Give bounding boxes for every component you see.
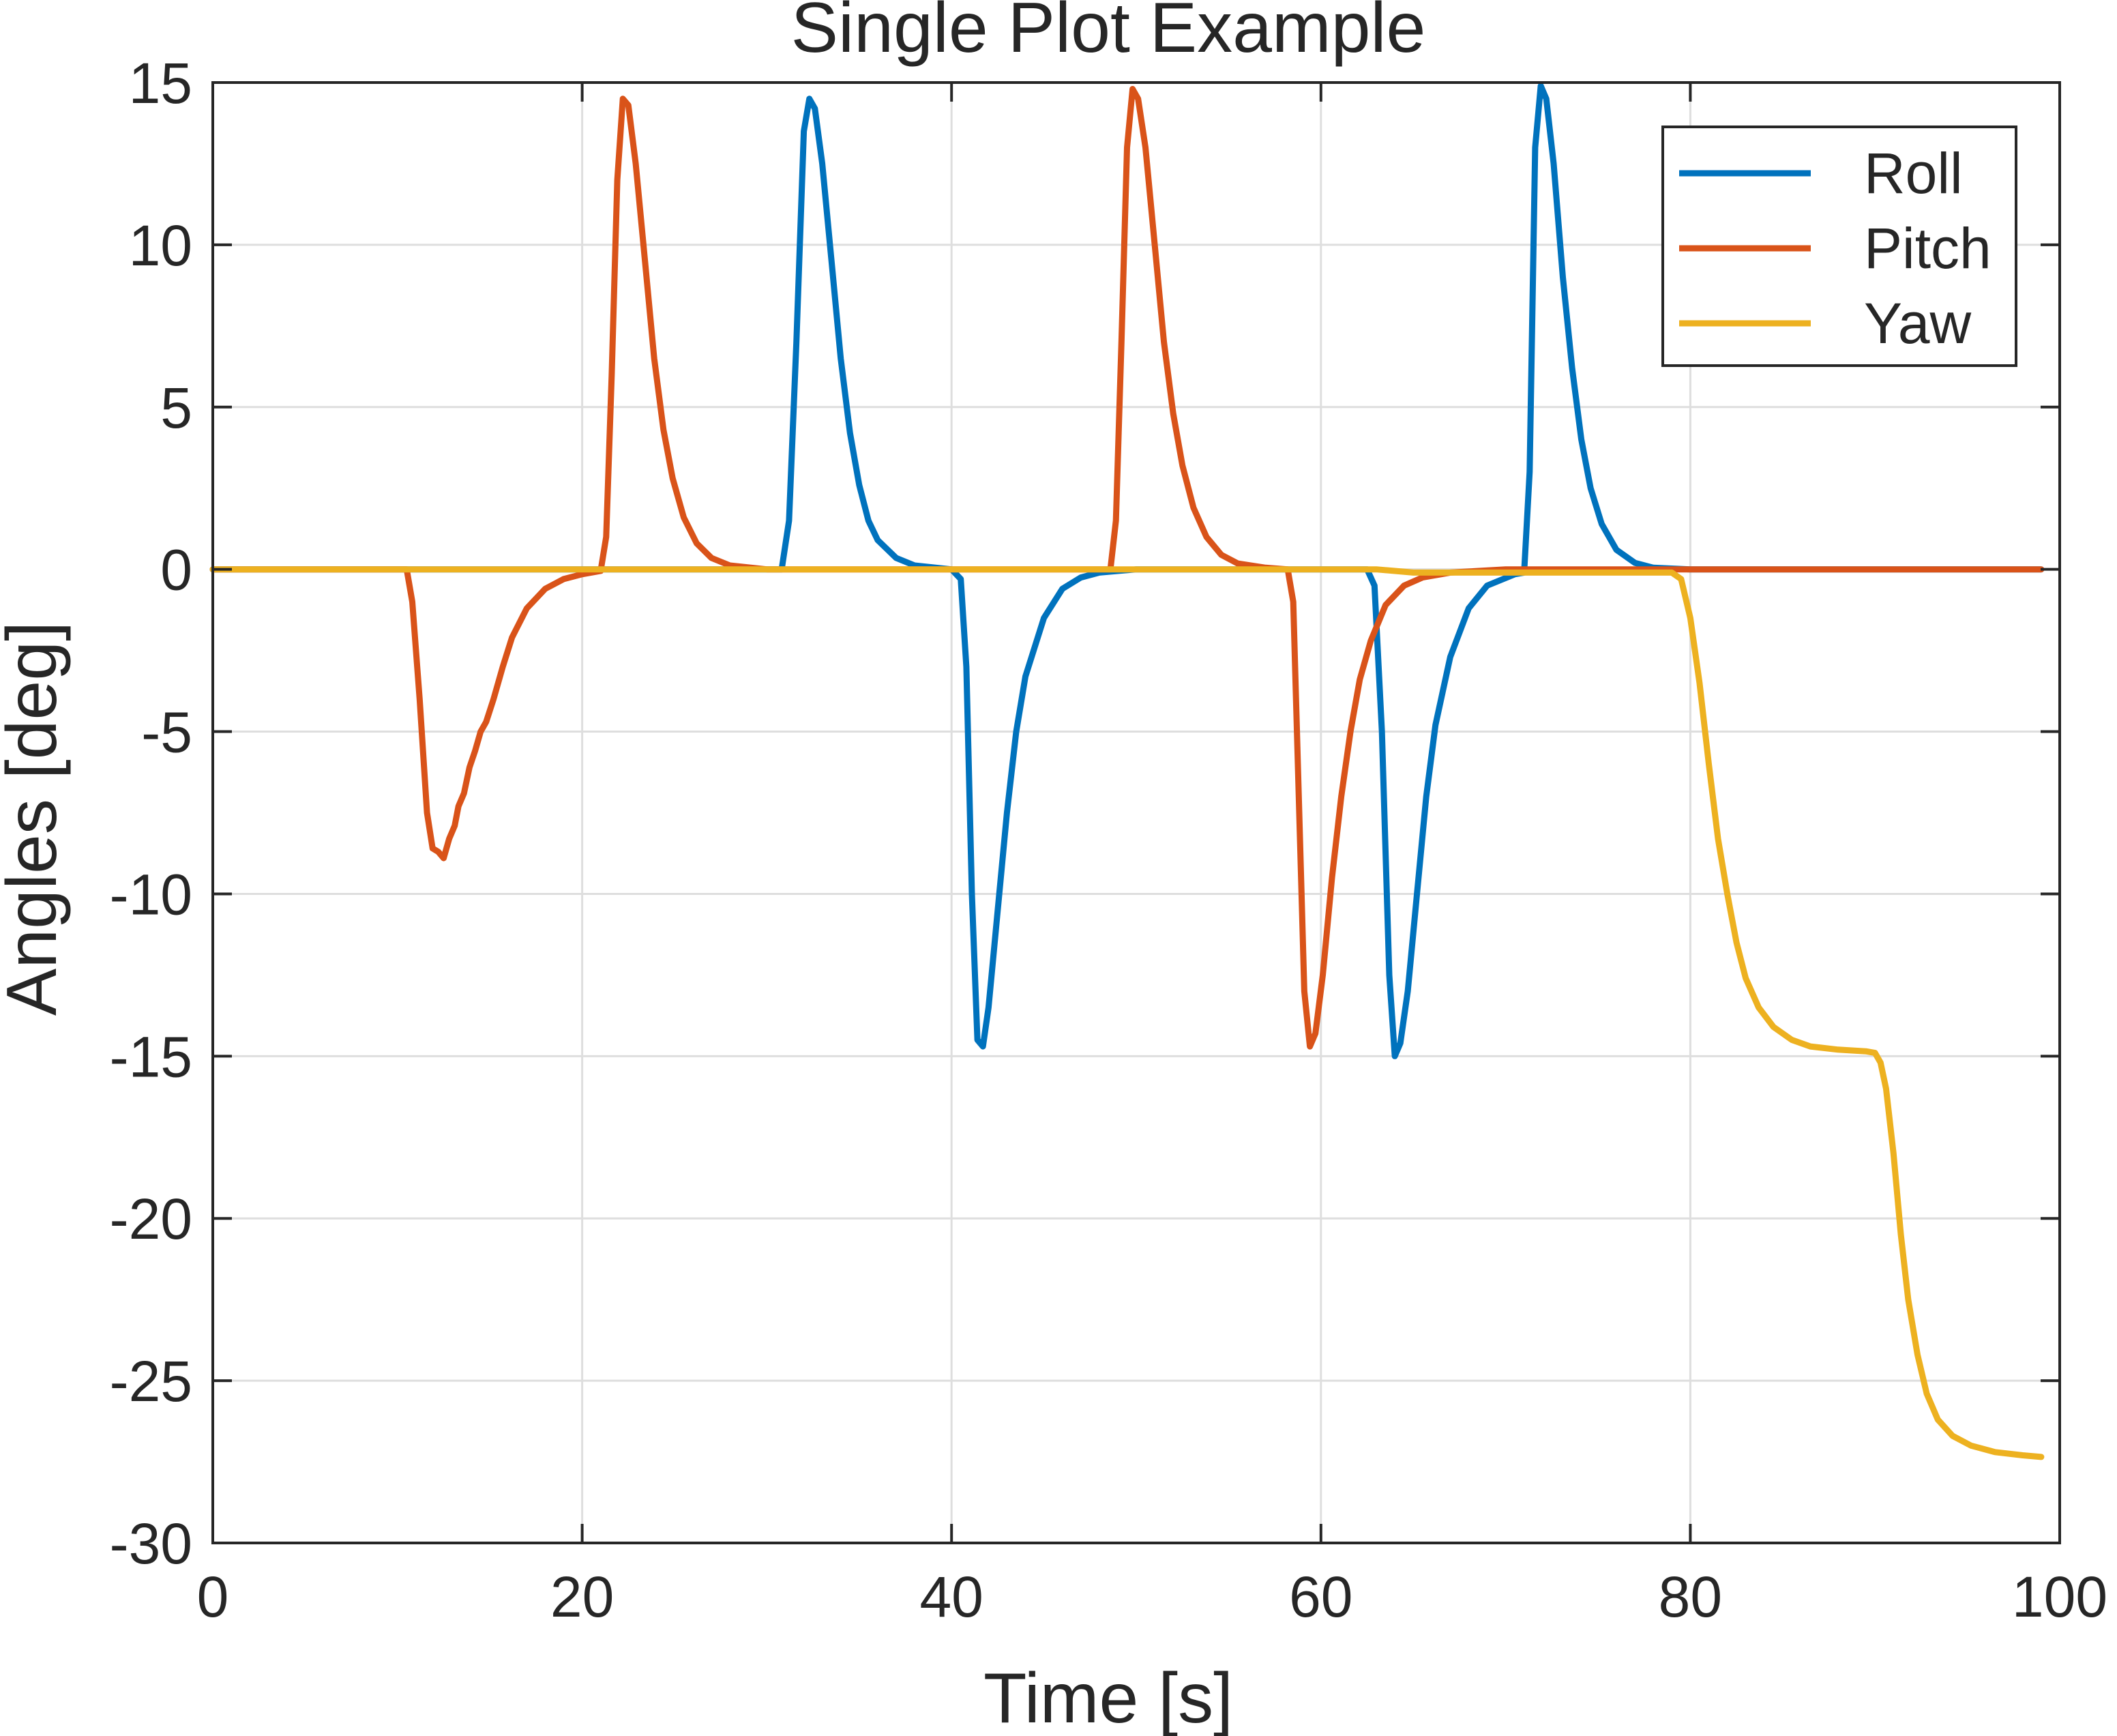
y-tick-label: 5 (160, 376, 192, 440)
y-tick-label: 10 (129, 214, 192, 278)
axes-box (211, 81, 2061, 1544)
y-tick-label: -15 (110, 1025, 192, 1089)
legend-label-yaw: Yaw (1864, 291, 1972, 355)
y-tick-label: -25 (110, 1349, 192, 1413)
y-tick-label: 15 (129, 51, 192, 115)
legend: Roll Pitch Yaw (1661, 126, 2017, 367)
series-line-yaw (209, 566, 2045, 1460)
x-tick-label: 100 (2012, 1565, 2107, 1629)
series-layer (209, 83, 2045, 1460)
chart-title: Single Plot Example (791, 0, 1426, 68)
x-tick-label: 40 (919, 1565, 983, 1629)
series-line-pitch (209, 86, 2045, 1050)
y-tick-label: -20 (110, 1187, 192, 1251)
y-axis-label: Angles [deg] (0, 621, 72, 1016)
x-tick-label: 0 (197, 1565, 229, 1629)
x-axis-label: Time [s] (983, 1659, 1233, 1736)
x-tick-label: 80 (1659, 1565, 1722, 1629)
y-tick-label: -10 (110, 862, 192, 926)
x-tick-label: 60 (1289, 1565, 1352, 1629)
y-tick-label: -30 (110, 1512, 192, 1576)
legend-label-roll: Roll (1864, 141, 1963, 205)
x-tick-label: 20 (550, 1565, 614, 1629)
tick-label-layer: 0 20 40 60 80 100 -30 -25 -20 -15 -10 -5 0 5 10 15 (110, 51, 2107, 1629)
y-tick-label: 0 (160, 538, 192, 602)
legend-label-pitch: Pitch (1864, 216, 1992, 280)
y-tick-label: -5 (141, 701, 192, 765)
legend-entries: Roll Pitch Yaw (1679, 141, 1992, 355)
axes-layer (211, 81, 2061, 1544)
